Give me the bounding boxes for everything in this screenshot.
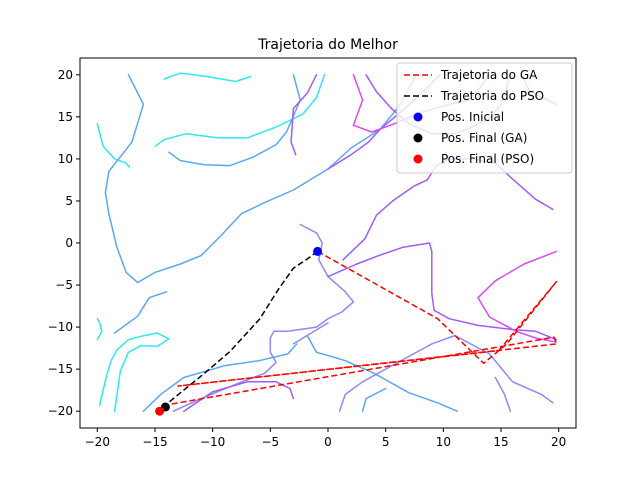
x-tick-label: −20 bbox=[85, 435, 110, 449]
contour-line-15 bbox=[494, 376, 512, 412]
y-tick-label: −20 bbox=[48, 404, 73, 418]
contour-line-9 bbox=[142, 343, 298, 412]
legend-swatch-dot bbox=[413, 133, 423, 143]
contour-line-6 bbox=[104, 74, 418, 284]
x-tick-label: 15 bbox=[493, 435, 508, 449]
y-tick-label: 20 bbox=[58, 68, 73, 82]
marker-final-pso bbox=[155, 406, 165, 416]
y-tick-label: −5 bbox=[55, 278, 73, 292]
y-tick-label: 15 bbox=[58, 110, 73, 124]
legend: Trajetoria do GA Trajetoria do PSO Pos. In… bbox=[396, 62, 573, 174]
x-tick-label: 5 bbox=[382, 435, 390, 449]
x-tick-label: −5 bbox=[261, 435, 279, 449]
contour-line-1 bbox=[98, 332, 170, 412]
series-line-pso bbox=[159, 250, 319, 412]
x-tick-label: 0 bbox=[324, 435, 332, 449]
contour-line-8 bbox=[113, 291, 168, 334]
legend-label: Trajetoria do PSO bbox=[440, 89, 544, 103]
contour-line-11 bbox=[361, 387, 387, 412]
contour-line-23 bbox=[477, 250, 558, 343]
y-tick-label: 0 bbox=[65, 236, 73, 250]
legend-label: Pos. Final (GA) bbox=[441, 131, 527, 145]
x-axis: −20 −15 −10 −5 0 5 10 15 20 bbox=[85, 428, 566, 449]
y-tick-label: 10 bbox=[58, 152, 73, 166]
series-line-ga bbox=[159, 250, 558, 412]
contour-line-14 bbox=[338, 334, 554, 412]
legend-item-final-pso: Pos. Final (PSO) bbox=[413, 152, 534, 166]
y-tick-label: −15 bbox=[48, 362, 73, 376]
x-tick-label: −10 bbox=[200, 435, 225, 449]
legend-label: Pos. Inicial bbox=[441, 110, 504, 124]
contour-line-10 bbox=[306, 334, 458, 412]
contour-line-7 bbox=[168, 74, 302, 167]
legend-label: Trajetoria do GA bbox=[440, 68, 538, 82]
contour-line-16 bbox=[290, 74, 318, 156]
y-axis: −20 −15 −10 −5 0 5 10 15 20 bbox=[48, 68, 80, 418]
contour-line-12 bbox=[172, 223, 355, 412]
contour-line-13 bbox=[292, 322, 329, 345]
trajectory-series bbox=[159, 250, 558, 412]
marker-initial-position bbox=[313, 246, 323, 256]
legend-box bbox=[396, 62, 573, 174]
y-tick-label: 5 bbox=[65, 194, 73, 208]
contour-line-4 bbox=[154, 74, 326, 148]
legend-item-pso: Trajetoria do PSO bbox=[404, 89, 544, 103]
contour-line-20 bbox=[183, 381, 295, 412]
contour-line-3 bbox=[96, 122, 131, 169]
legend-swatch-dot bbox=[413, 112, 423, 122]
legend-label: Pos. Final (PSO) bbox=[441, 152, 534, 166]
contour-line-2 bbox=[96, 317, 103, 341]
x-tick-label: 10 bbox=[436, 435, 451, 449]
position-markers bbox=[155, 246, 323, 416]
contour-line-5 bbox=[163, 72, 252, 83]
legend-item-initial: Pos. Inicial bbox=[413, 110, 504, 124]
legend-swatch-dot bbox=[413, 154, 423, 164]
y-tick-label: −10 bbox=[48, 320, 73, 334]
chart-title: Trajetoria do Melhor bbox=[257, 37, 398, 53]
x-tick-label: 20 bbox=[551, 435, 566, 449]
x-tick-label: −15 bbox=[142, 435, 167, 449]
legend-item-final-ga: Pos. Final (GA) bbox=[413, 131, 527, 145]
legend-item-ga: Trajetoria do GA bbox=[404, 68, 538, 82]
